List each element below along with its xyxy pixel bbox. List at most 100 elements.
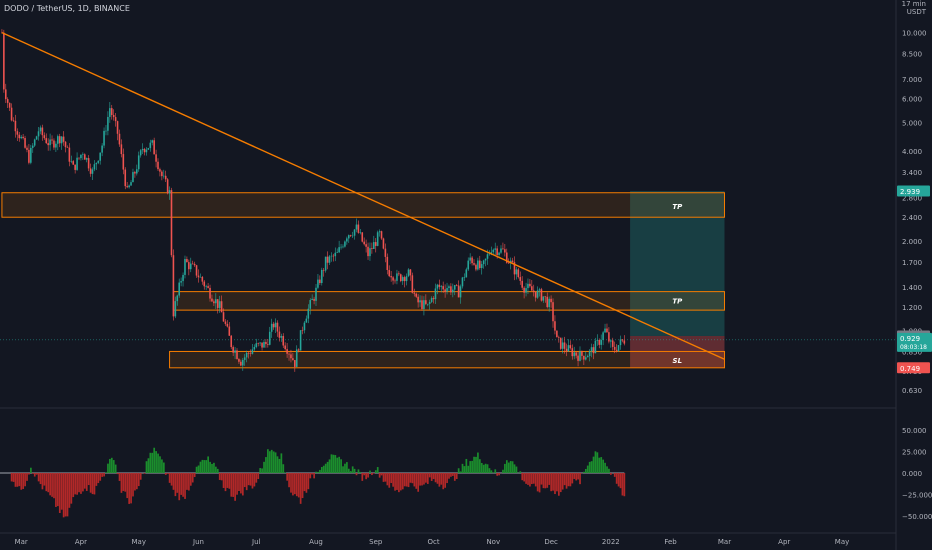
candle-body[interactable] bbox=[236, 350, 238, 360]
candle-body[interactable] bbox=[151, 140, 154, 143]
candle-body[interactable] bbox=[471, 257, 473, 264]
candle-body[interactable] bbox=[455, 285, 458, 286]
candle-body[interactable] bbox=[251, 349, 254, 354]
candle-body[interactable] bbox=[136, 169, 138, 174]
candle-body[interactable] bbox=[592, 347, 595, 354]
target-zone[interactable] bbox=[630, 191, 725, 336]
candle-body[interactable] bbox=[232, 347, 234, 353]
candle-body[interactable] bbox=[448, 286, 450, 289]
candle-body[interactable] bbox=[346, 238, 348, 242]
candle-body[interactable] bbox=[35, 136, 38, 140]
candle-body[interactable] bbox=[284, 345, 286, 350]
candle-body[interactable] bbox=[12, 120, 15, 121]
candle-body[interactable] bbox=[598, 339, 601, 345]
candle-body[interactable] bbox=[74, 164, 76, 170]
candle-body[interactable] bbox=[26, 147, 28, 150]
candle-body[interactable] bbox=[189, 263, 192, 270]
candle-body[interactable] bbox=[382, 238, 385, 249]
candle-body[interactable] bbox=[596, 339, 599, 341]
candle-body[interactable] bbox=[523, 287, 525, 293]
candle-body[interactable] bbox=[600, 340, 602, 345]
candle-body[interactable] bbox=[288, 353, 290, 355]
candle-body[interactable] bbox=[344, 241, 346, 247]
candle-body[interactable] bbox=[130, 182, 132, 186]
candle-body[interactable] bbox=[122, 154, 125, 170]
candle-body[interactable] bbox=[602, 332, 604, 341]
candle-body[interactable] bbox=[349, 235, 352, 236]
candle-body[interactable] bbox=[39, 127, 42, 132]
candle-body[interactable] bbox=[531, 286, 533, 291]
candle-body[interactable] bbox=[43, 135, 46, 139]
candle-body[interactable] bbox=[263, 341, 265, 348]
candle-body[interactable] bbox=[124, 169, 127, 187]
candle-body[interactable] bbox=[241, 359, 244, 366]
candle-body[interactable] bbox=[550, 298, 552, 303]
candle-body[interactable] bbox=[519, 277, 522, 281]
candle-body[interactable] bbox=[440, 286, 443, 287]
candle-body[interactable] bbox=[611, 340, 614, 347]
candle-body[interactable] bbox=[330, 255, 333, 257]
candle-body[interactable] bbox=[6, 99, 9, 103]
candle-body[interactable] bbox=[57, 136, 59, 144]
candle-body[interactable] bbox=[295, 349, 298, 367]
candle-body[interactable] bbox=[604, 328, 606, 333]
candle-body[interactable] bbox=[66, 147, 69, 148]
candle-body[interactable] bbox=[99, 152, 101, 161]
candle-body[interactable] bbox=[484, 258, 487, 261]
candle-body[interactable] bbox=[442, 286, 444, 290]
candle-body[interactable] bbox=[107, 116, 109, 131]
candle-body[interactable] bbox=[480, 264, 483, 269]
candle-body[interactable] bbox=[515, 269, 518, 275]
candle-body[interactable] bbox=[51, 139, 53, 141]
candle-body[interactable] bbox=[126, 186, 128, 188]
candle-body[interactable] bbox=[504, 249, 506, 253]
candle-body[interactable] bbox=[386, 256, 389, 270]
candle-body[interactable] bbox=[430, 298, 433, 302]
candle-body[interactable] bbox=[161, 171, 163, 177]
candle-body[interactable] bbox=[170, 190, 173, 256]
candle-body[interactable] bbox=[436, 284, 439, 289]
annotation-tp[interactable]: TP bbox=[672, 203, 683, 211]
candle-body[interactable] bbox=[199, 276, 202, 278]
candle-body[interactable] bbox=[272, 323, 275, 328]
candle-body[interactable] bbox=[419, 300, 421, 303]
candle-body[interactable] bbox=[411, 275, 414, 293]
candle-body[interactable] bbox=[132, 172, 134, 183]
candle-body[interactable] bbox=[240, 361, 242, 366]
candle-body[interactable] bbox=[561, 342, 564, 349]
candle-body[interactable] bbox=[401, 277, 404, 282]
candle-body[interactable] bbox=[513, 262, 516, 275]
candle-body[interactable] bbox=[617, 345, 620, 351]
candle-body[interactable] bbox=[392, 277, 394, 281]
candle-body[interactable] bbox=[193, 263, 196, 266]
candle-body[interactable] bbox=[500, 248, 502, 253]
candle-body[interactable] bbox=[317, 279, 319, 288]
candle-body[interactable] bbox=[222, 312, 225, 322]
candle-body[interactable] bbox=[137, 155, 140, 170]
candle-body[interactable] bbox=[371, 248, 373, 249]
candle-body[interactable] bbox=[180, 281, 182, 283]
candle-body[interactable] bbox=[82, 154, 84, 155]
candle-body[interactable] bbox=[276, 322, 279, 332]
candle-body[interactable] bbox=[511, 260, 514, 263]
candle-body[interactable] bbox=[502, 248, 504, 250]
candle-body[interactable] bbox=[588, 350, 591, 357]
candle-body[interactable] bbox=[280, 336, 283, 338]
candle-body[interactable] bbox=[475, 264, 477, 270]
candle-body[interactable] bbox=[565, 348, 568, 352]
candle-body[interactable] bbox=[109, 108, 111, 117]
candle-body[interactable] bbox=[369, 248, 371, 257]
candle-body[interactable] bbox=[378, 231, 381, 233]
candle-body[interactable] bbox=[361, 232, 364, 242]
candle-body[interactable] bbox=[465, 269, 468, 278]
candle-body[interactable] bbox=[594, 340, 597, 354]
candle-body[interactable] bbox=[267, 344, 269, 345]
candle-body[interactable] bbox=[265, 341, 267, 345]
candle-body[interactable] bbox=[230, 335, 233, 348]
candle-body[interactable] bbox=[554, 321, 556, 331]
candle-body[interactable] bbox=[498, 252, 500, 256]
candle-body[interactable] bbox=[14, 120, 17, 132]
candle-body[interactable] bbox=[303, 322, 306, 331]
candle-body[interactable] bbox=[367, 246, 369, 257]
candle-body[interactable] bbox=[342, 246, 344, 248]
